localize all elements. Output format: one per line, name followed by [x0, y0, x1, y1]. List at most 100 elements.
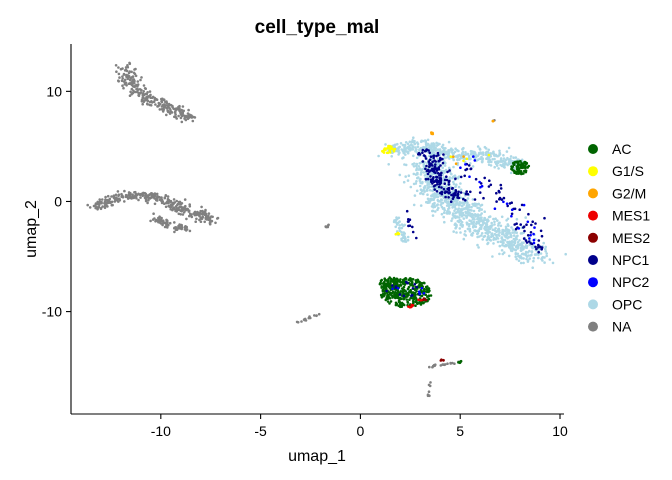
point-opc	[482, 221, 486, 225]
point-na	[110, 195, 113, 198]
point-opc	[483, 216, 486, 220]
point-opc	[404, 237, 407, 241]
point-opc	[400, 148, 404, 151]
point-opc	[491, 255, 494, 258]
point-ac	[396, 289, 400, 293]
point-na	[453, 362, 456, 366]
point-na	[187, 108, 190, 112]
point-na	[152, 100, 156, 103]
point-ac	[408, 298, 411, 302]
y-axis-title: umap_2	[23, 200, 40, 258]
point-opc	[415, 162, 419, 166]
point-npc2	[532, 238, 536, 242]
point-npc1	[459, 191, 463, 194]
point-opc	[476, 243, 479, 247]
point-opc	[422, 163, 426, 166]
point-na	[136, 80, 140, 83]
point-npc1	[423, 149, 427, 153]
point-opc	[402, 180, 406, 184]
legend: AC G1/S G2/M MES1 MES2 NPC1 NPC2 OPC NA	[588, 141, 650, 335]
point-npc1	[469, 167, 473, 170]
point-na	[211, 215, 214, 219]
legend-swatch-g2-m	[588, 188, 598, 199]
point-opc	[417, 165, 421, 168]
point-npc1	[495, 200, 498, 203]
point-npc1	[487, 185, 491, 188]
point-opc	[415, 168, 418, 172]
point-npc1	[435, 190, 439, 193]
point-opc	[502, 154, 505, 157]
point-ac	[398, 302, 402, 306]
point-opc	[429, 197, 432, 201]
point-opc	[407, 147, 410, 151]
point-npc1	[421, 151, 424, 154]
point-na	[115, 199, 119, 202]
y-tick-label: -10	[42, 304, 62, 320]
point-opc	[476, 145, 480, 148]
point-npc2	[533, 226, 536, 229]
point-ac	[390, 292, 394, 295]
point-npc1	[537, 239, 541, 242]
point-opc	[490, 221, 494, 225]
point-ac	[422, 287, 426, 291]
point-na	[185, 217, 188, 221]
point-opc	[476, 229, 480, 233]
point-opc	[474, 215, 477, 218]
point-opc	[467, 208, 470, 211]
point-opc	[516, 158, 520, 161]
point-opc	[483, 210, 487, 213]
point-opc	[402, 156, 405, 159]
point-opc	[463, 230, 467, 233]
point-na	[144, 192, 148, 196]
point-na	[88, 206, 92, 209]
point-opc	[452, 182, 456, 186]
point-na	[169, 207, 172, 211]
point-npc1	[402, 294, 406, 298]
point-opc	[472, 216, 475, 220]
point-npc1	[437, 166, 441, 169]
point-opc	[478, 227, 481, 231]
point-opc	[419, 204, 423, 207]
point-opc	[426, 138, 430, 142]
point-opc	[545, 254, 548, 258]
point-npc1	[498, 197, 501, 201]
point-npc2	[417, 290, 421, 294]
point-npc1	[410, 294, 413, 298]
point-opc	[402, 234, 405, 238]
point-npc1	[439, 156, 442, 160]
point-g1-s	[487, 153, 491, 157]
point-opc	[468, 162, 472, 165]
point-npc1	[426, 177, 430, 181]
point-npc1	[440, 192, 444, 196]
point-na	[139, 78, 142, 82]
point-g1-s	[388, 145, 392, 148]
point-na	[103, 204, 107, 208]
point-opc	[447, 206, 451, 210]
point-opc	[507, 158, 510, 161]
point-opc	[493, 154, 496, 157]
point-opc	[491, 158, 494, 161]
point-na	[122, 72, 126, 76]
legend-label-opc: OPC	[612, 296, 642, 312]
point-opc	[485, 150, 489, 154]
point-npc1	[415, 236, 418, 240]
point-opc	[458, 218, 462, 222]
point-opc	[481, 238, 485, 241]
point-na	[187, 116, 191, 119]
point-opc	[501, 238, 504, 241]
point-opc	[515, 231, 518, 234]
point-opc	[512, 243, 516, 247]
point-ac	[382, 282, 386, 285]
point-opc	[441, 202, 444, 205]
point-na	[117, 72, 121, 76]
point-opc	[406, 179, 410, 182]
point-npc1	[421, 148, 425, 152]
legend-label-ac: AC	[612, 141, 631, 157]
point-na	[130, 70, 133, 74]
point-ac	[385, 286, 388, 290]
point-opc	[512, 234, 516, 237]
point-opc	[472, 223, 476, 227]
point-ac	[525, 161, 529, 165]
point-opc	[413, 194, 417, 197]
point-opc	[418, 184, 422, 188]
